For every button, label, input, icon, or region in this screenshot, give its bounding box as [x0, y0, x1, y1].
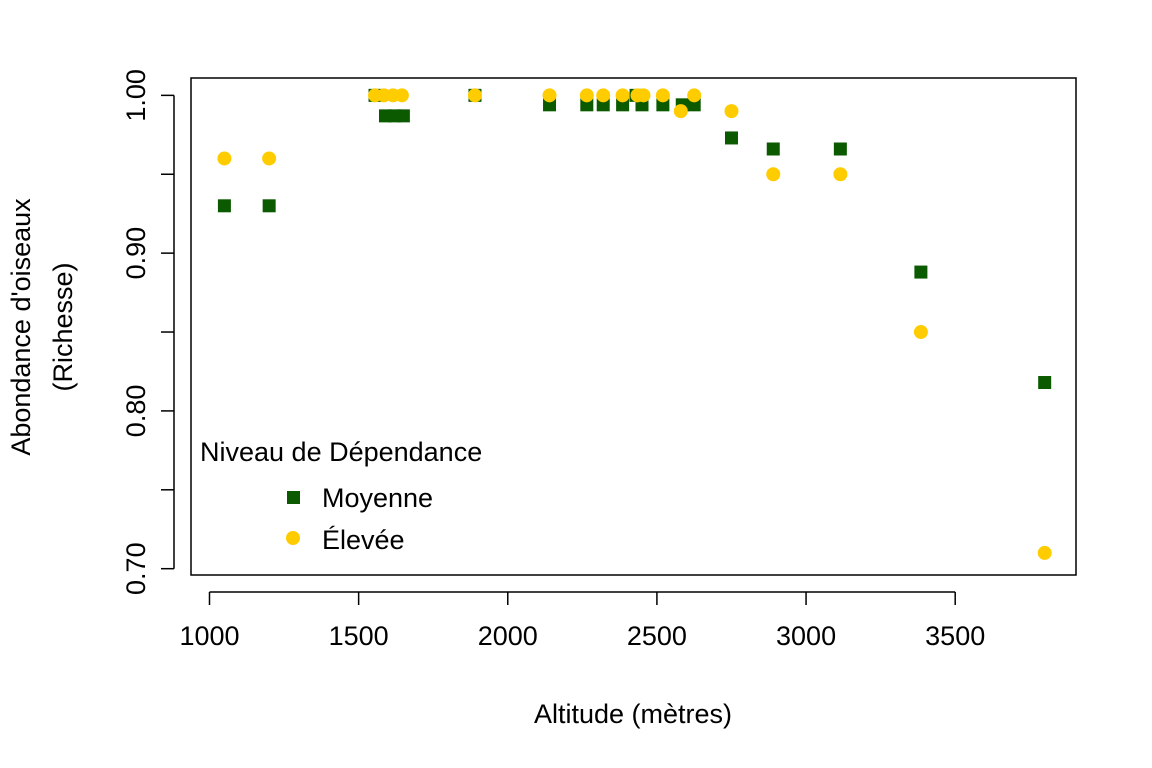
point-elevee — [615, 88, 630, 103]
point-moyenne — [616, 98, 630, 112]
point-moyenne — [914, 265, 928, 279]
x-tick-label: 3000 — [776, 621, 836, 651]
point-elevee — [1037, 545, 1052, 560]
x-tick-label: 1000 — [179, 621, 239, 651]
x-tick-label: 2000 — [478, 621, 538, 651]
x-tick-label: 3500 — [925, 621, 985, 651]
point-elevee — [724, 104, 739, 119]
y-tick-label: 1.00 — [121, 69, 151, 122]
point-elevee — [579, 88, 594, 103]
point-moyenne — [596, 98, 610, 112]
point-elevee — [217, 151, 232, 166]
point-moyenne — [217, 199, 231, 213]
point-elevee — [687, 88, 702, 103]
point-elevee — [394, 88, 409, 103]
y-axis-title-line2: (Richesse) — [48, 262, 78, 391]
x-tick-label: 1500 — [329, 621, 389, 651]
y-tick-label: 0.80 — [121, 385, 151, 438]
point-elevee — [262, 151, 277, 166]
point-moyenne — [262, 199, 276, 213]
point-moyenne — [766, 142, 780, 156]
point-moyenne — [833, 142, 847, 156]
legend-marker-elevee — [286, 531, 300, 545]
x-axis-title: Altitude (mètres) — [534, 699, 732, 729]
point-elevee — [673, 104, 688, 119]
y-axis: 0.70 0.80 0.90 1.00 — [121, 69, 175, 595]
point-elevee — [542, 88, 557, 103]
point-moyenne — [687, 98, 701, 112]
point-elevee — [467, 88, 482, 103]
point-moyenne — [543, 98, 557, 112]
legend-label-moyenne: Moyenne — [322, 483, 433, 513]
point-moyenne — [724, 131, 738, 145]
point-moyenne — [396, 109, 410, 123]
legend-label-elevee: Élevée — [322, 525, 405, 555]
legend-marker-moyenne — [287, 491, 300, 504]
point-elevee — [833, 167, 848, 182]
point-moyenne — [1038, 376, 1052, 390]
point-moyenne — [580, 98, 594, 112]
data-points — [217, 88, 1052, 560]
y-tick-label: 0.70 — [121, 542, 151, 595]
x-axis: 1000 1500 2000 2500 3000 3500 — [179, 591, 985, 651]
point-moyenne — [656, 98, 670, 112]
point-elevee — [913, 325, 928, 340]
point-elevee — [636, 88, 651, 103]
y-axis-title-line1: Abondance d'oiseaux — [6, 198, 36, 456]
legend-title: Niveau de Dépendance — [200, 437, 482, 467]
point-elevee — [596, 88, 611, 103]
y-tick-label: 0.90 — [121, 227, 151, 280]
x-tick-label: 2500 — [627, 621, 687, 651]
point-elevee — [655, 88, 670, 103]
point-elevee — [766, 167, 781, 182]
plot-frame — [190, 77, 1077, 576]
legend: Niveau de Dépendance Moyenne Élevée — [200, 437, 482, 555]
